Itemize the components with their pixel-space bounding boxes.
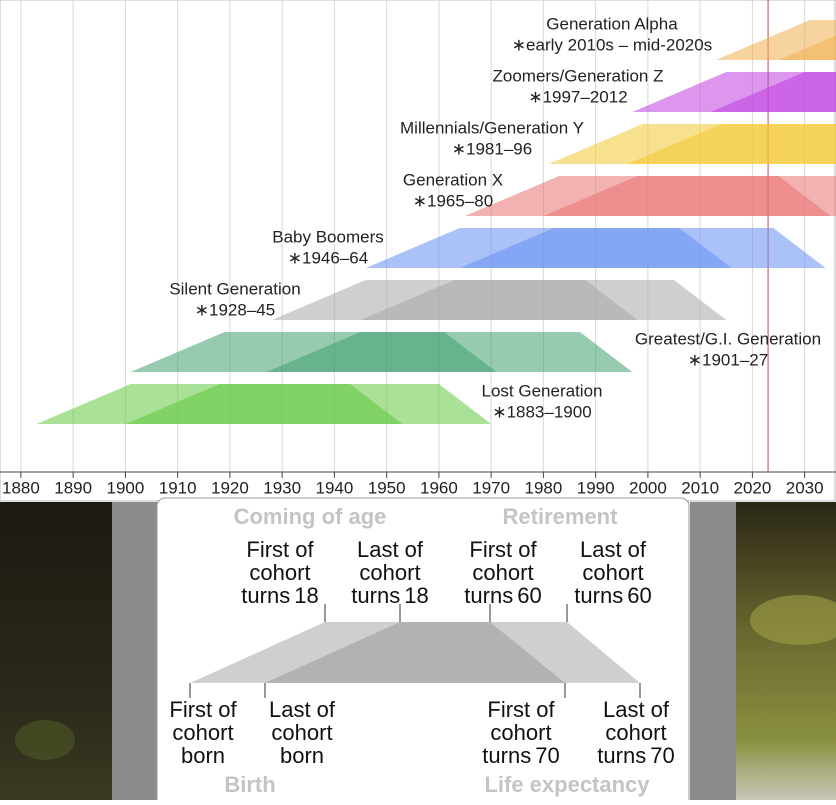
- x-tick-label: 1990: [577, 478, 615, 497]
- x-tick-label: 1920: [211, 478, 249, 497]
- cohort-shape: [360, 280, 727, 320]
- cohort-shape: [778, 35, 836, 60]
- generation-name: Generation X: [403, 170, 503, 189]
- timeline-chart: 1880 1890 1900 1910 1920 1930 1940 1950 1960 1970…: [0, 0, 836, 497]
- generation-period: ∗1965–80: [413, 191, 493, 210]
- legend-label: First of: [487, 697, 555, 722]
- legend-verb: turns: [482, 743, 531, 768]
- legend-label: First of: [169, 697, 237, 722]
- legend-label: First of: [246, 537, 314, 562]
- legend-label: Last of: [580, 537, 647, 562]
- x-tick-label: 1940: [315, 478, 353, 497]
- x-tick-label: 2030: [786, 478, 824, 497]
- generation-name: Zoomers/Generation Z: [492, 66, 663, 85]
- legend-age: 18: [294, 583, 318, 608]
- generation-period: ∗early 2010s – mid-2020s: [512, 35, 712, 54]
- x-tick-label: 1880: [2, 478, 40, 497]
- x-tick-label: 1980: [524, 478, 562, 497]
- legend-heading: Life expectancy: [484, 772, 650, 797]
- legend-label: cohort: [172, 720, 233, 745]
- legend-age: 70: [535, 743, 559, 768]
- legend-label: turns 18: [351, 583, 428, 608]
- generation-period: ∗1928–45: [195, 300, 275, 319]
- legend-label: Last of: [603, 697, 670, 722]
- legend-label: cohort: [271, 720, 332, 745]
- x-tick-label: 1950: [368, 478, 406, 497]
- legend-verb: turns: [574, 583, 623, 608]
- generation-name: Lost Generation: [482, 381, 603, 400]
- x-tick-label: 2020: [733, 478, 771, 497]
- cohort-shape: [627, 124, 836, 164]
- generation-name: Silent Generation: [169, 279, 300, 298]
- legend-label: Last of: [269, 697, 336, 722]
- legend-age: 60: [517, 583, 541, 608]
- generation-name: Millennials/Generation Y: [400, 118, 584, 137]
- x-tick-label: 1890: [54, 478, 92, 497]
- legend-label: cohort: [249, 560, 310, 585]
- generation-name: Greatest/G.I. Generation: [635, 329, 821, 348]
- x-tick-label: 1910: [159, 478, 197, 497]
- generation-period: ∗1946–64: [288, 248, 368, 267]
- cohort-shape: [543, 176, 836, 216]
- legend-label: turns 70: [597, 743, 674, 768]
- legend-age: 18: [404, 583, 428, 608]
- generation-period: ∗1901–27: [688, 350, 768, 369]
- legend-verb: turns: [597, 743, 646, 768]
- generation-period: ∗1997–2012: [528, 87, 627, 106]
- legend-label: born: [280, 743, 324, 768]
- legend-heading: Coming of age: [234, 504, 387, 529]
- x-tick-label: 1900: [106, 478, 144, 497]
- generation-name: Baby Boomers: [272, 227, 384, 246]
- legend-label: cohort: [490, 720, 551, 745]
- legend-label: turns 60: [574, 583, 651, 608]
- x-tick-label: 2010: [681, 478, 719, 497]
- cohort-shape: [125, 384, 492, 424]
- legend-card: [156, 497, 690, 805]
- photo-background: [0, 502, 836, 800]
- x-tick-label: 2000: [629, 478, 667, 497]
- legend-label: cohort: [605, 720, 666, 745]
- x-tick-label: 1960: [420, 478, 458, 497]
- generation-period: ∗1883–1900: [492, 402, 591, 421]
- cohort-shape: [266, 332, 633, 372]
- legend-label: cohort: [582, 560, 643, 585]
- legend-label: turns 18: [241, 583, 318, 608]
- legend-label: cohort: [359, 560, 420, 585]
- legend-label: turns 70: [482, 743, 559, 768]
- generation-name: Generation Alpha: [546, 14, 678, 33]
- legend-heading: Retirement: [503, 504, 619, 529]
- legend-first-cohort-shape: [190, 622, 565, 683]
- generation-period: ∗1981–96: [452, 139, 532, 158]
- legend-last-cohort-shape: [265, 622, 640, 683]
- cohort-shape: [710, 72, 836, 112]
- cohort-shape: [459, 228, 826, 268]
- legend-label: First of: [469, 537, 537, 562]
- x-tick-label: 1930: [263, 478, 301, 497]
- legend-age: 70: [650, 743, 674, 768]
- legend-age: 60: [627, 583, 651, 608]
- legend-verb: turns: [464, 583, 513, 608]
- legend-label: cohort: [472, 560, 533, 585]
- legend-label: Last of: [357, 537, 424, 562]
- legend-verb: turns: [351, 583, 400, 608]
- x-tick-label: 1970: [472, 478, 510, 497]
- legend-diagram: Coming of age Retirement Birth Life expe…: [169, 504, 674, 797]
- legend-verb: turns: [241, 583, 290, 608]
- legend-label: born: [181, 743, 225, 768]
- legend-heading: Birth: [224, 772, 275, 797]
- legend-label: turns 60: [464, 583, 541, 608]
